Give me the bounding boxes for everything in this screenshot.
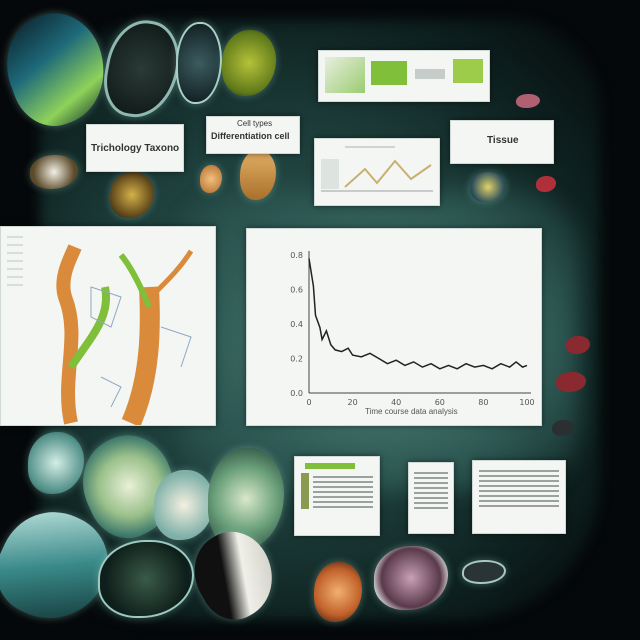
line-chart: 0.8 0.6 0.4 0.2 0.0 0 20 40 60 80 100 <box>290 251 535 407</box>
x-tick-label: 60 <box>435 398 445 407</box>
x-tick-label: 20 <box>348 398 358 407</box>
differentiation-label-card: Cell types Differentiation cell <box>206 116 300 154</box>
x-tick-label: 0 <box>306 398 311 407</box>
y-tick-label: 0.8 <box>290 251 303 260</box>
doc-3-text-lines <box>479 467 559 510</box>
x-tick-label: 100 <box>519 398 534 407</box>
specimen-round <box>374 546 448 610</box>
document-card-2 <box>408 462 454 534</box>
x-tick-label: 80 <box>478 398 488 407</box>
doc-2-text-lines <box>414 469 448 512</box>
specimen-moss <box>222 30 276 96</box>
y-tick-label: 0.0 <box>290 389 303 398</box>
specimen-bud-right-3 <box>552 420 574 436</box>
taxonomy-label: Trichology Taxonomy <box>91 143 179 154</box>
y-tick-label: 0.4 <box>290 320 303 329</box>
thumbnail-1 <box>325 57 365 93</box>
sketch-graphic <box>321 146 433 192</box>
plant-diagram <box>7 236 194 427</box>
specimen-bud-right-2 <box>556 372 586 392</box>
differentiation-label: Differentiation cell <box>211 131 290 141</box>
specimen-root <box>110 172 154 218</box>
doc-1-header <box>305 463 355 469</box>
specimen-pod-3 <box>154 470 214 540</box>
thumbnail-4 <box>453 59 483 83</box>
specimen-swirl <box>176 22 222 104</box>
taxonomy-label-card: Trichology Taxonomy <box>86 124 184 172</box>
cell-types-label: Cell types <box>237 119 273 128</box>
specimen-small-leaf <box>470 172 506 202</box>
line-chart-card: 0.8 0.6 0.4 0.2 0.0 0 20 40 60 80 100 Time course… <box>246 228 542 426</box>
tissue-label: Tissue <box>487 135 519 146</box>
specimen-dark-leaf <box>98 540 194 618</box>
series-line <box>308 258 528 370</box>
specimen-orange-seed <box>314 562 362 622</box>
doc-1-thumbnail <box>301 473 309 509</box>
doc-1-text-lines <box>313 473 373 511</box>
specimen-bud-right-1 <box>566 336 590 354</box>
y-tick-label: 0.6 <box>290 286 303 295</box>
tissue-label-card: Tissue <box>450 120 554 164</box>
document-card-1 <box>294 456 380 536</box>
plant-diagram-card <box>0 226 216 427</box>
thumbnail-3 <box>415 69 445 79</box>
specimen-pink-bud <box>516 94 540 108</box>
specimen-tube <box>462 560 506 584</box>
document-card-3 <box>472 460 566 534</box>
specimen-seed <box>200 165 222 193</box>
specimen-red-bud <box>536 176 556 192</box>
specimen-pod-1 <box>28 432 84 494</box>
image-strip-card <box>318 50 490 102</box>
thumbnail-2 <box>371 61 407 85</box>
specimen-bean <box>30 155 78 189</box>
chart-caption: Time course data analysis <box>365 407 458 416</box>
x-tick-label: 40 <box>391 398 401 407</box>
specimen-cone <box>240 150 276 200</box>
sketch-card <box>314 138 440 206</box>
y-tick-label: 0.2 <box>290 355 303 364</box>
